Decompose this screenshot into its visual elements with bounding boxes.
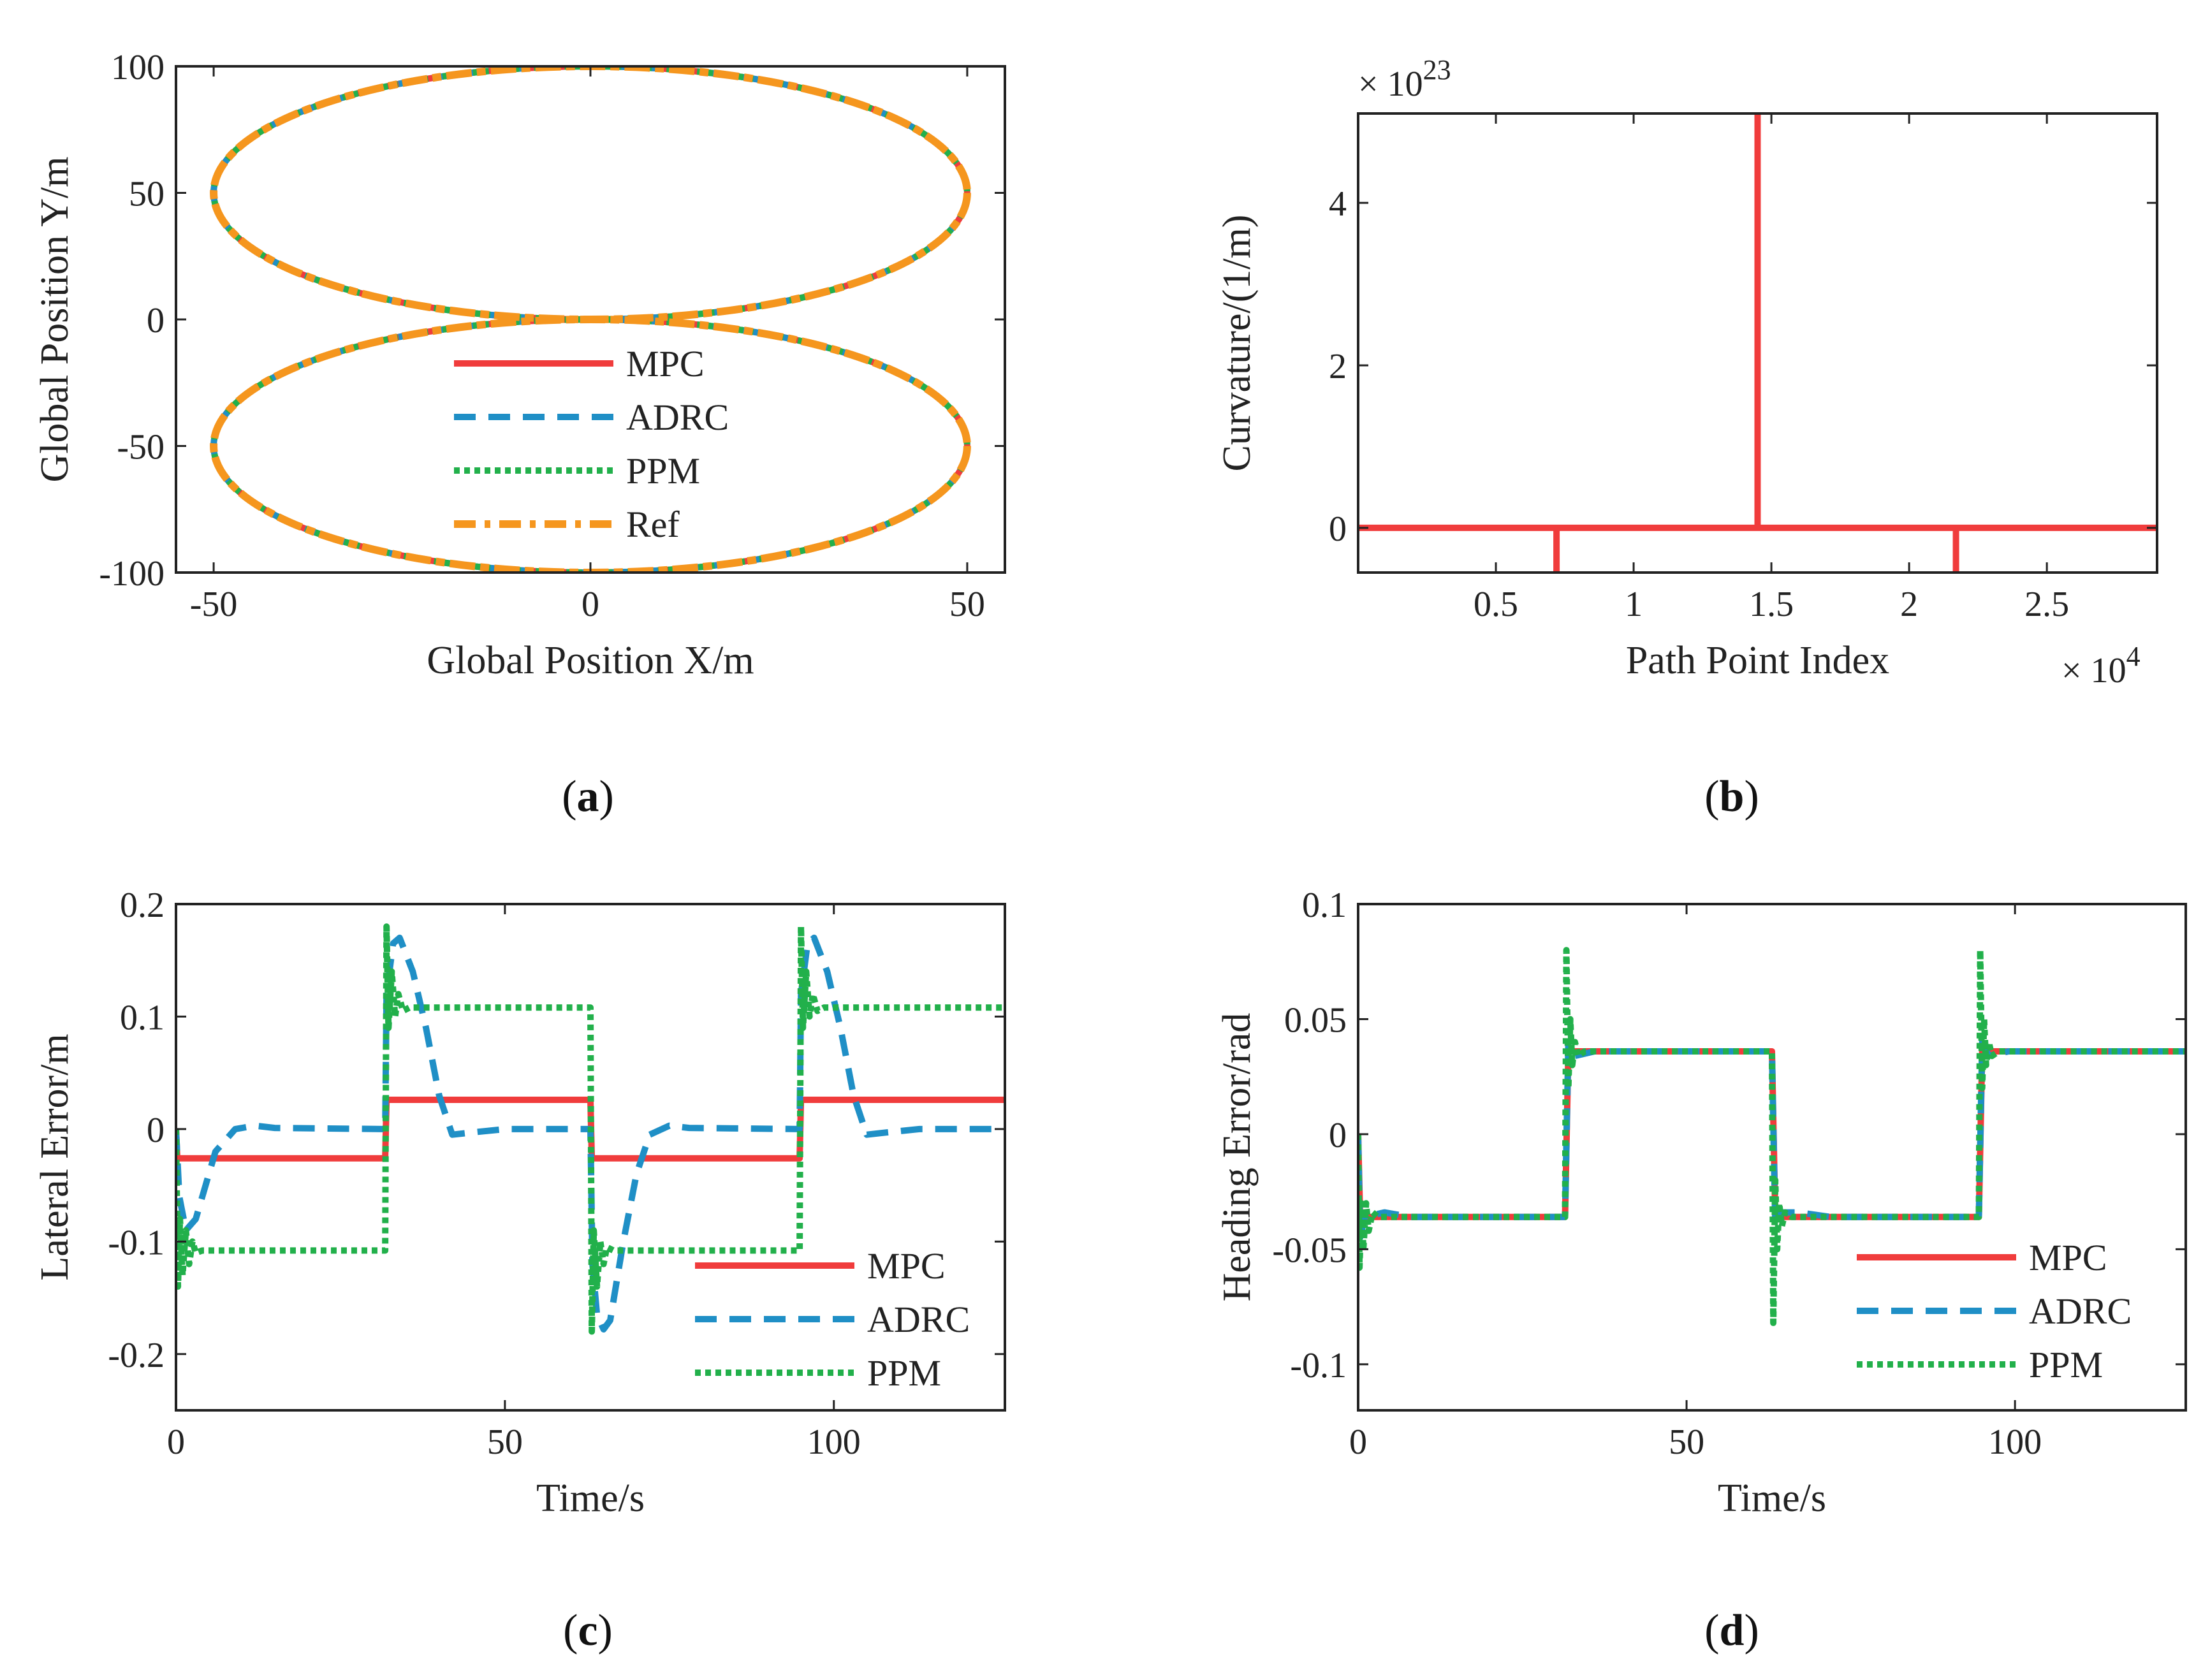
y-tick-label: -100 bbox=[99, 554, 165, 594]
legend: MPC ADRC PPM bbox=[1857, 1237, 2132, 1385]
trajectory-ref-loop-2 bbox=[210, 316, 971, 573]
y-tick-label: 2 bbox=[1329, 347, 1347, 386]
x-tick-label: 2 bbox=[1900, 585, 1918, 624]
y-tick-label: 0.05 bbox=[1284, 1000, 1347, 1040]
plot-area bbox=[1358, 947, 2186, 1326]
x-tick-label: 0.5 bbox=[1474, 585, 1518, 624]
y-tick-label: -0.2 bbox=[108, 1336, 165, 1375]
x-axis-multiplier-exp: 4 bbox=[2126, 641, 2140, 672]
y-axis-label: Lateral Error/m bbox=[33, 1034, 77, 1280]
x-tick-label: -50 bbox=[190, 585, 238, 624]
x-tick-label: 50 bbox=[487, 1422, 523, 1462]
x-tick-label: 2.5 bbox=[2024, 585, 2069, 624]
trajectory-ref-loop-1 bbox=[210, 66, 971, 323]
legend-label-mpc: MPC bbox=[626, 343, 705, 384]
legend: MPC ADRC PPM bbox=[695, 1245, 970, 1394]
x-tick-label: 50 bbox=[949, 585, 985, 624]
x-tick-label: 100 bbox=[807, 1422, 861, 1462]
y-tick-label: 0.1 bbox=[120, 998, 165, 1037]
plot-frame bbox=[1357, 112, 2158, 574]
x-tick-label: 0 bbox=[582, 585, 599, 624]
plot-area bbox=[210, 66, 971, 573]
x-tick-label: 0 bbox=[167, 1422, 185, 1462]
plot-frame bbox=[175, 65, 1006, 574]
x-tick-label: 0 bbox=[1349, 1422, 1367, 1462]
legend-label-adrc: ADRC bbox=[867, 1299, 970, 1340]
y-axis-multiplier-exp: 23 bbox=[1423, 54, 1451, 85]
legend-label-mpc: MPC bbox=[2029, 1237, 2107, 1278]
panel-d: 0 50 100 -0.1 -0.05 0 0.05 0.1 Time/s Heading Err… bbox=[1215, 886, 2187, 1520]
y-axis-label: Heading Error/rad bbox=[1215, 1013, 1259, 1302]
plot-frame bbox=[175, 903, 1006, 1412]
legend-label-adrc: ADRC bbox=[626, 397, 729, 438]
legend-label-mpc: MPC bbox=[867, 1245, 946, 1287]
plot-area bbox=[176, 923, 1005, 1335]
x-tick-label: 1 bbox=[1625, 585, 1643, 624]
legend-label-ppm: PPM bbox=[626, 450, 700, 492]
y-tick-label: -0.05 bbox=[1272, 1231, 1347, 1270]
caption-b: (b) bbox=[1704, 772, 1759, 821]
y-axis-multiplier: × 1023 bbox=[1358, 54, 1451, 104]
panel-c: 0 50 100 -0.2 -0.1 0 0.1 0.2 Time/s Lateral Error… bbox=[33, 886, 1006, 1520]
y-tick-label: -0.1 bbox=[1290, 1346, 1347, 1385]
y-tick-label: 100 bbox=[111, 48, 165, 87]
y-tick-label: 0 bbox=[147, 1111, 165, 1150]
series-ppm-line bbox=[1358, 947, 2186, 1326]
legend: MPC ADRC PPM Ref bbox=[454, 343, 729, 545]
x-axis-label: Time/s bbox=[1718, 1477, 1826, 1520]
series-ppm-line bbox=[176, 923, 1005, 1335]
legend-label-ppm: PPM bbox=[2029, 1344, 2103, 1385]
y-tick-label: 4 bbox=[1329, 184, 1347, 224]
caption-d: (d) bbox=[1704, 1606, 1759, 1655]
y-tick-label: -0.1 bbox=[108, 1223, 165, 1262]
y-axis-label: Curvature/(1/m) bbox=[1215, 215, 1259, 472]
caption-a: (a) bbox=[562, 772, 614, 821]
x-tick-label: 50 bbox=[1669, 1422, 1704, 1462]
y-tick-label: 50 bbox=[129, 175, 165, 214]
x-axis-label: Time/s bbox=[536, 1477, 645, 1520]
panel-a: -50 0 50 -100 -50 0 50 100 Global Position X/m Gl… bbox=[33, 48, 1006, 682]
plot-frame bbox=[1357, 903, 2187, 1412]
x-tick-label: 1.5 bbox=[1749, 585, 1794, 624]
legend-label-ref: Ref bbox=[626, 504, 680, 545]
y-tick-label: 0.2 bbox=[120, 886, 165, 925]
panel-b: 0.5 1 1.5 2 2.5 0 2 4 Path Point Index Curvature/… bbox=[1215, 54, 2158, 690]
legend-label-adrc: ADRC bbox=[2029, 1290, 2132, 1332]
x-axis-multiplier: × 104 bbox=[2061, 641, 2140, 690]
y-tick-label: 0.1 bbox=[1302, 886, 1347, 925]
x-axis-label: Global Position X/m bbox=[427, 639, 754, 682]
legend-label-ppm: PPM bbox=[867, 1352, 941, 1394]
caption-c: (c) bbox=[563, 1606, 613, 1655]
y-tick-label: 0 bbox=[147, 301, 165, 340]
y-axis-label: Global Position Y/m bbox=[33, 157, 77, 483]
x-axis-label: Path Point Index bbox=[1626, 639, 1889, 682]
plot-area bbox=[1358, 113, 2157, 573]
x-tick-label: 100 bbox=[1988, 1422, 2042, 1462]
curvature-line bbox=[1358, 113, 2157, 573]
y-tick-label: 0 bbox=[1329, 1116, 1347, 1155]
y-tick-label: -50 bbox=[117, 428, 165, 467]
y-tick-label: 0 bbox=[1329, 509, 1347, 549]
